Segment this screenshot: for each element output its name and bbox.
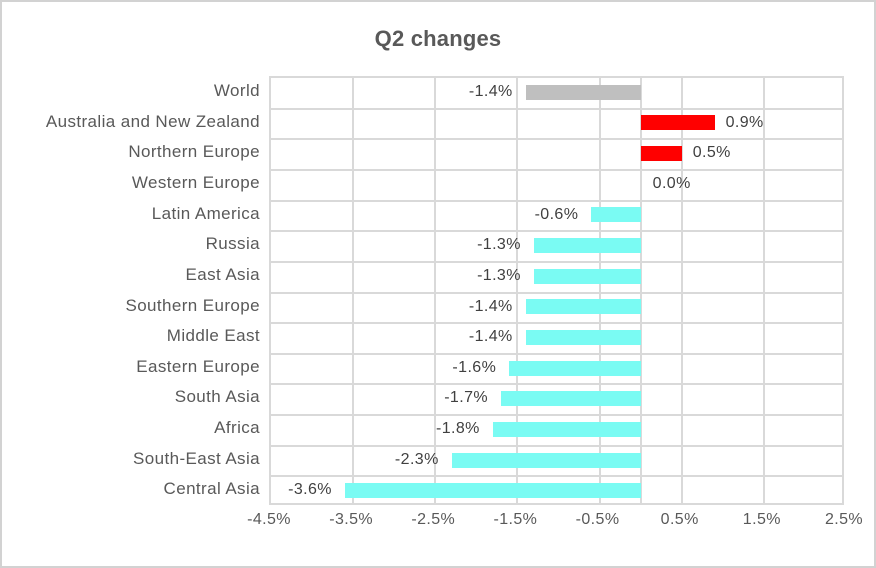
data-label: -0.6% [534, 205, 579, 223]
category-label: Central Asia [163, 479, 260, 499]
x-tick-label: 2.5% [824, 511, 864, 528]
data-label: -1.3% [477, 266, 521, 284]
category-label: Russia [205, 234, 260, 254]
data-label: 0.9% [725, 113, 764, 131]
category-label: Eastern Europe [136, 356, 260, 376]
category-label: Northern Europe [128, 142, 260, 162]
x-tick-label: -4.5% [247, 511, 291, 528]
data-label: -1.4% [468, 328, 513, 346]
bar [525, 84, 641, 100]
data-label: -1.3% [477, 236, 521, 254]
gridline-horizontal [271, 230, 842, 233]
bar [640, 146, 682, 162]
category-label: Middle East [166, 326, 260, 346]
category-label: Australia and New Zealand [45, 111, 260, 131]
bar [501, 391, 641, 407]
x-tick-label: -3.5% [329, 511, 374, 528]
gridline-vertical [352, 78, 355, 503]
gridline-horizontal [271, 475, 842, 478]
bar [640, 115, 715, 131]
gridline-vertical [762, 78, 765, 503]
x-tick-label: -2.5% [411, 511, 456, 528]
chart-title: Q2 changes [374, 26, 502, 51]
category-label: East Asia [185, 264, 260, 284]
category-label: South-East Asia [133, 448, 260, 468]
gridline-horizontal [271, 199, 842, 202]
gridline-horizontal [271, 383, 842, 386]
gridline-horizontal [271, 444, 842, 447]
data-label: -1.4% [468, 83, 513, 100]
category-axis: World Australia and New Zealand Northern E… [2, 76, 260, 505]
bar [451, 452, 641, 468]
gridline-horizontal [271, 352, 842, 355]
bar [509, 360, 641, 376]
data-label: 0.5% [692, 144, 731, 162]
gridline-horizontal [271, 138, 842, 141]
bar [533, 238, 641, 254]
category-label: Southern Europe [125, 295, 260, 315]
gridline-vertical [434, 78, 437, 503]
gridline-horizontal [271, 322, 842, 325]
x-tick-label: 1.5% [742, 511, 781, 528]
gridline-horizontal [271, 107, 842, 110]
gridline-vertical [680, 78, 683, 503]
gridline-horizontal [271, 168, 842, 171]
data-label: -1.8% [436, 420, 480, 438]
gridline-horizontal [271, 260, 842, 263]
bar [525, 299, 641, 315]
category-label: Africa [214, 418, 260, 438]
gridline-horizontal [271, 414, 842, 417]
data-label: -1.4% [468, 297, 513, 315]
data-label: -3.6% [288, 481, 332, 499]
data-label: -2.3% [394, 450, 439, 468]
bar [492, 421, 641, 437]
plot-area: -1.4% 0.9% 0.5% 0.0% -0.6% -1.3% -1.3% -1.4% -1.… [269, 76, 844, 505]
category-label: World [213, 81, 260, 100]
gridline-vertical [598, 78, 601, 503]
bar [344, 483, 641, 499]
gridline-vertical [516, 78, 519, 503]
bar [525, 329, 641, 345]
x-tick-label: 0.5% [660, 511, 699, 528]
bar [533, 268, 641, 284]
data-label: 0.0% [652, 174, 691, 192]
x-tick-label: -0.5% [575, 511, 620, 528]
gridline-horizontal [271, 291, 842, 294]
category-label: Western Europe [131, 172, 260, 192]
bar [591, 207, 641, 223]
x-tick-label: -1.5% [493, 511, 538, 528]
zero-axis-line [639, 78, 642, 503]
data-label: -1.7% [444, 389, 488, 407]
category-label: South Asia [174, 387, 260, 407]
category-label: Latin America [151, 203, 260, 223]
data-label: -1.6% [452, 358, 497, 376]
value-axis: -4.5% -3.5% -2.5% -1.5% -0.5% 0.5% 1.5% 2.5% [247, 511, 863, 537]
